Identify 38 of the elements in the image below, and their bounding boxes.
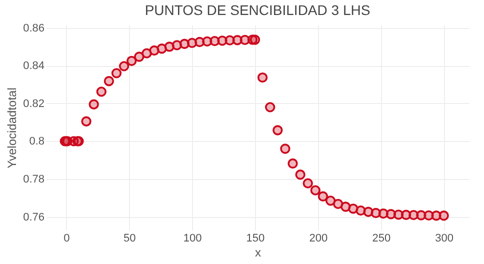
point bbox=[81, 116, 92, 126]
point bbox=[96, 86, 106, 97]
point bbox=[325, 196, 336, 206]
point bbox=[126, 56, 137, 66]
y-tick-label: 0.82 bbox=[23, 98, 44, 110]
point bbox=[257, 72, 268, 83]
x-tick-label: 0 bbox=[64, 232, 70, 244]
x-tick-label: 200 bbox=[309, 232, 328, 244]
x-tick-label: 250 bbox=[372, 232, 391, 244]
point bbox=[134, 52, 144, 62]
point bbox=[302, 178, 313, 188]
point bbox=[118, 61, 130, 72]
x-tick-label: 300 bbox=[435, 232, 454, 244]
point bbox=[318, 191, 328, 202]
point bbox=[438, 210, 449, 221]
x-tick-label: 50 bbox=[123, 232, 136, 244]
point bbox=[288, 158, 298, 169]
x-axis-title: x bbox=[255, 246, 261, 260]
y-tick-label: 0.86 bbox=[23, 22, 44, 34]
point bbox=[310, 185, 320, 196]
point bbox=[272, 125, 283, 136]
y-tick-label: 0.76 bbox=[23, 211, 44, 224]
x-tick-label: 150 bbox=[246, 232, 265, 244]
point bbox=[111, 68, 122, 78]
point bbox=[250, 34, 260, 45]
y-tick-label: 0.78 bbox=[23, 173, 44, 186]
point bbox=[142, 48, 152, 58]
y-tick-label: 0.8 bbox=[29, 136, 44, 148]
point bbox=[88, 99, 99, 110]
point bbox=[332, 198, 344, 209]
point bbox=[104, 76, 114, 86]
point bbox=[280, 144, 290, 154]
point bbox=[265, 102, 276, 112]
x-tick-label: 100 bbox=[183, 232, 202, 244]
point bbox=[295, 170, 306, 180]
y-axis-title: Yvelocidadtotal bbox=[5, 88, 20, 168]
chart-title: PUNTOS DE SENCIBILIDAD 3 LHS bbox=[144, 2, 370, 18]
y-tick-label: 0.84 bbox=[23, 60, 44, 72]
